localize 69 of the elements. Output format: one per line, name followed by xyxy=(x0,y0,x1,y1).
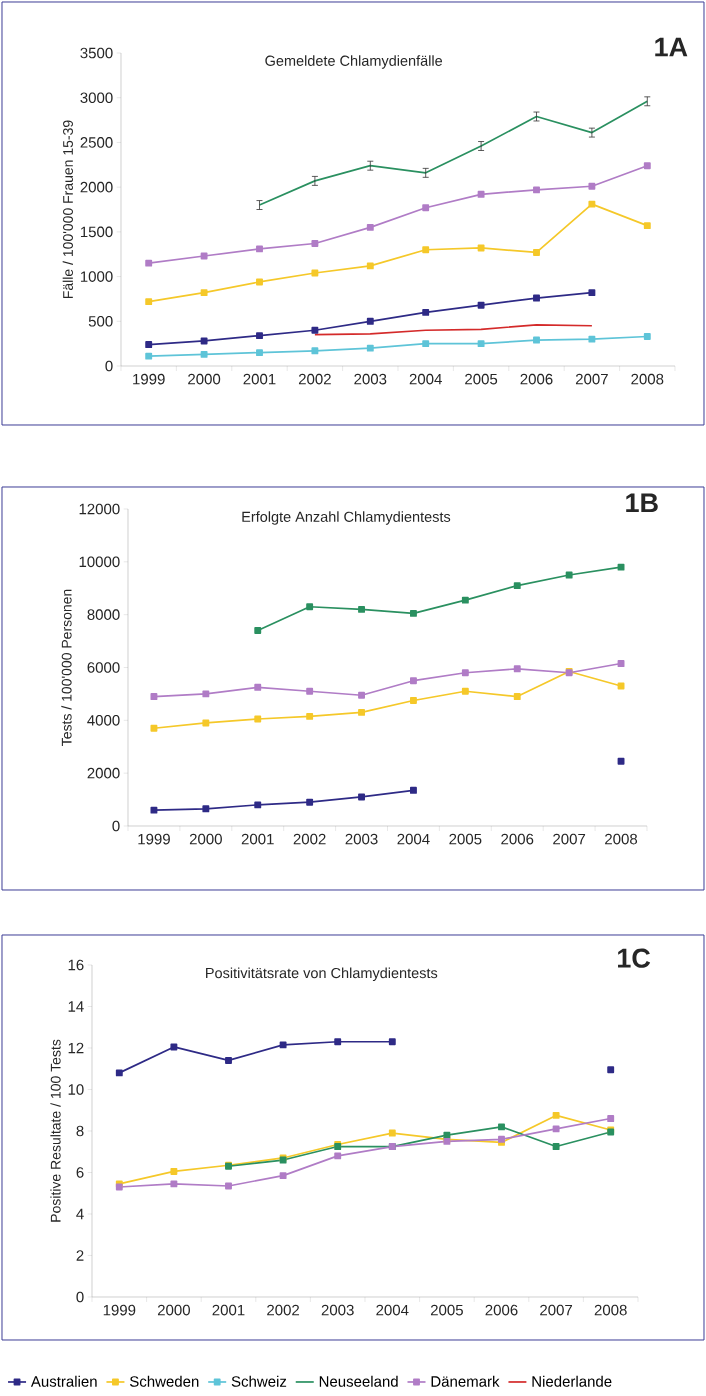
y-tick-label: 6 xyxy=(76,1167,84,1178)
y-tick-label: 3000 xyxy=(80,92,113,104)
x-tick-label: 1999 xyxy=(103,1304,136,1316)
chart-title: Positivitätsrate von Chlamydientests xyxy=(206,967,438,982)
y-axis-title: Tests / 100'000 Personen xyxy=(61,589,72,746)
x-tick-label: 2006 xyxy=(520,373,553,385)
x-tick-label: 2000 xyxy=(157,1304,190,1316)
y-tick-label: 8000 xyxy=(87,609,120,620)
y-tick-label: 2000 xyxy=(87,767,120,779)
x-tick-label: 2003 xyxy=(354,373,387,385)
x-tick-label: 2000 xyxy=(188,373,221,385)
x-tick-label: 2001 xyxy=(212,1304,245,1316)
x-tick-label: 2007 xyxy=(575,373,608,385)
x-tick-label: 2001 xyxy=(243,373,276,385)
y-tick-label: 4000 xyxy=(87,715,120,726)
x-tick-label: 2004 xyxy=(376,1304,409,1316)
x-tick-label: 2008 xyxy=(631,373,664,385)
y-tick-label: 2000 xyxy=(80,181,113,193)
x-tick-label: 2002 xyxy=(293,833,326,845)
x-tick-label: 2003 xyxy=(345,833,378,845)
x-tick-label: 2005 xyxy=(449,833,482,845)
y-tick-label: 500 xyxy=(88,315,113,327)
y-tick-label: 8 xyxy=(76,1125,84,1137)
chart-title: Erfolgte Anzahl Chlamydientests xyxy=(242,511,451,525)
x-tick-label: 2005 xyxy=(430,1304,463,1316)
y-tick-label: 12000 xyxy=(79,503,120,515)
y-tick-label: 6000 xyxy=(87,662,120,673)
x-tick-label: 2004 xyxy=(409,373,442,385)
annotation: 1B xyxy=(626,493,658,513)
x-tick-label: 2007 xyxy=(540,1304,573,1316)
x-tick-label: 2002 xyxy=(298,373,331,385)
x-tick-label: 2008 xyxy=(594,1304,627,1316)
y-tick-label: 10 xyxy=(68,1084,84,1095)
y-tick-label: 3500 xyxy=(80,47,113,59)
y-tick-label: 2 xyxy=(76,1250,84,1261)
legend-label: Neuseeland xyxy=(319,1375,398,1387)
chart-title: Gemeldete Chlamydienfälle xyxy=(265,55,443,69)
x-tick-label: 1999 xyxy=(138,833,170,845)
y-tick-label: 1500 xyxy=(80,226,113,238)
annotation: 1A xyxy=(655,37,688,57)
y-tick-label: 16 xyxy=(68,959,84,971)
x-tick-label: 2004 xyxy=(397,833,430,845)
x-tick-label: 2003 xyxy=(321,1304,354,1316)
y-tick-label: 4 xyxy=(76,1208,84,1220)
y-axis-title: Positive Resultate / 100 Tests xyxy=(50,1039,61,1222)
x-tick-label: 2006 xyxy=(485,1304,518,1316)
y-axis-title: Fälle / 100'000 Frauen 15-39 xyxy=(62,120,73,299)
y-tick-label: 10000 xyxy=(79,556,120,568)
y-tick-label: 1000 xyxy=(80,271,113,282)
legend-label: Niederlande xyxy=(532,1375,612,1387)
x-tick-label: 1999 xyxy=(133,373,165,385)
legend-label: Schweden xyxy=(129,1375,199,1387)
legend-label: Australien xyxy=(30,1375,97,1387)
x-tick-label: 2002 xyxy=(267,1304,300,1316)
y-tick-label: 0 xyxy=(76,1291,84,1303)
y-tick-label: 12 xyxy=(68,1042,84,1054)
y-tick-label: 14 xyxy=(68,1001,84,1012)
x-tick-label: 2001 xyxy=(241,833,274,845)
x-tick-label: 2007 xyxy=(553,833,586,845)
x-tick-label: 2006 xyxy=(501,833,534,845)
annotation: 1C xyxy=(618,948,651,968)
y-tick-label: 0 xyxy=(112,820,120,832)
x-tick-label: 2000 xyxy=(189,833,222,845)
legend-label: Dänemark xyxy=(431,1375,500,1387)
legend-label: Schweiz xyxy=(231,1375,287,1387)
x-tick-label: 2005 xyxy=(465,373,498,385)
x-tick-label: 2008 xyxy=(605,833,638,845)
y-tick-label: 2500 xyxy=(80,137,113,148)
y-tick-label: 0 xyxy=(105,360,113,372)
